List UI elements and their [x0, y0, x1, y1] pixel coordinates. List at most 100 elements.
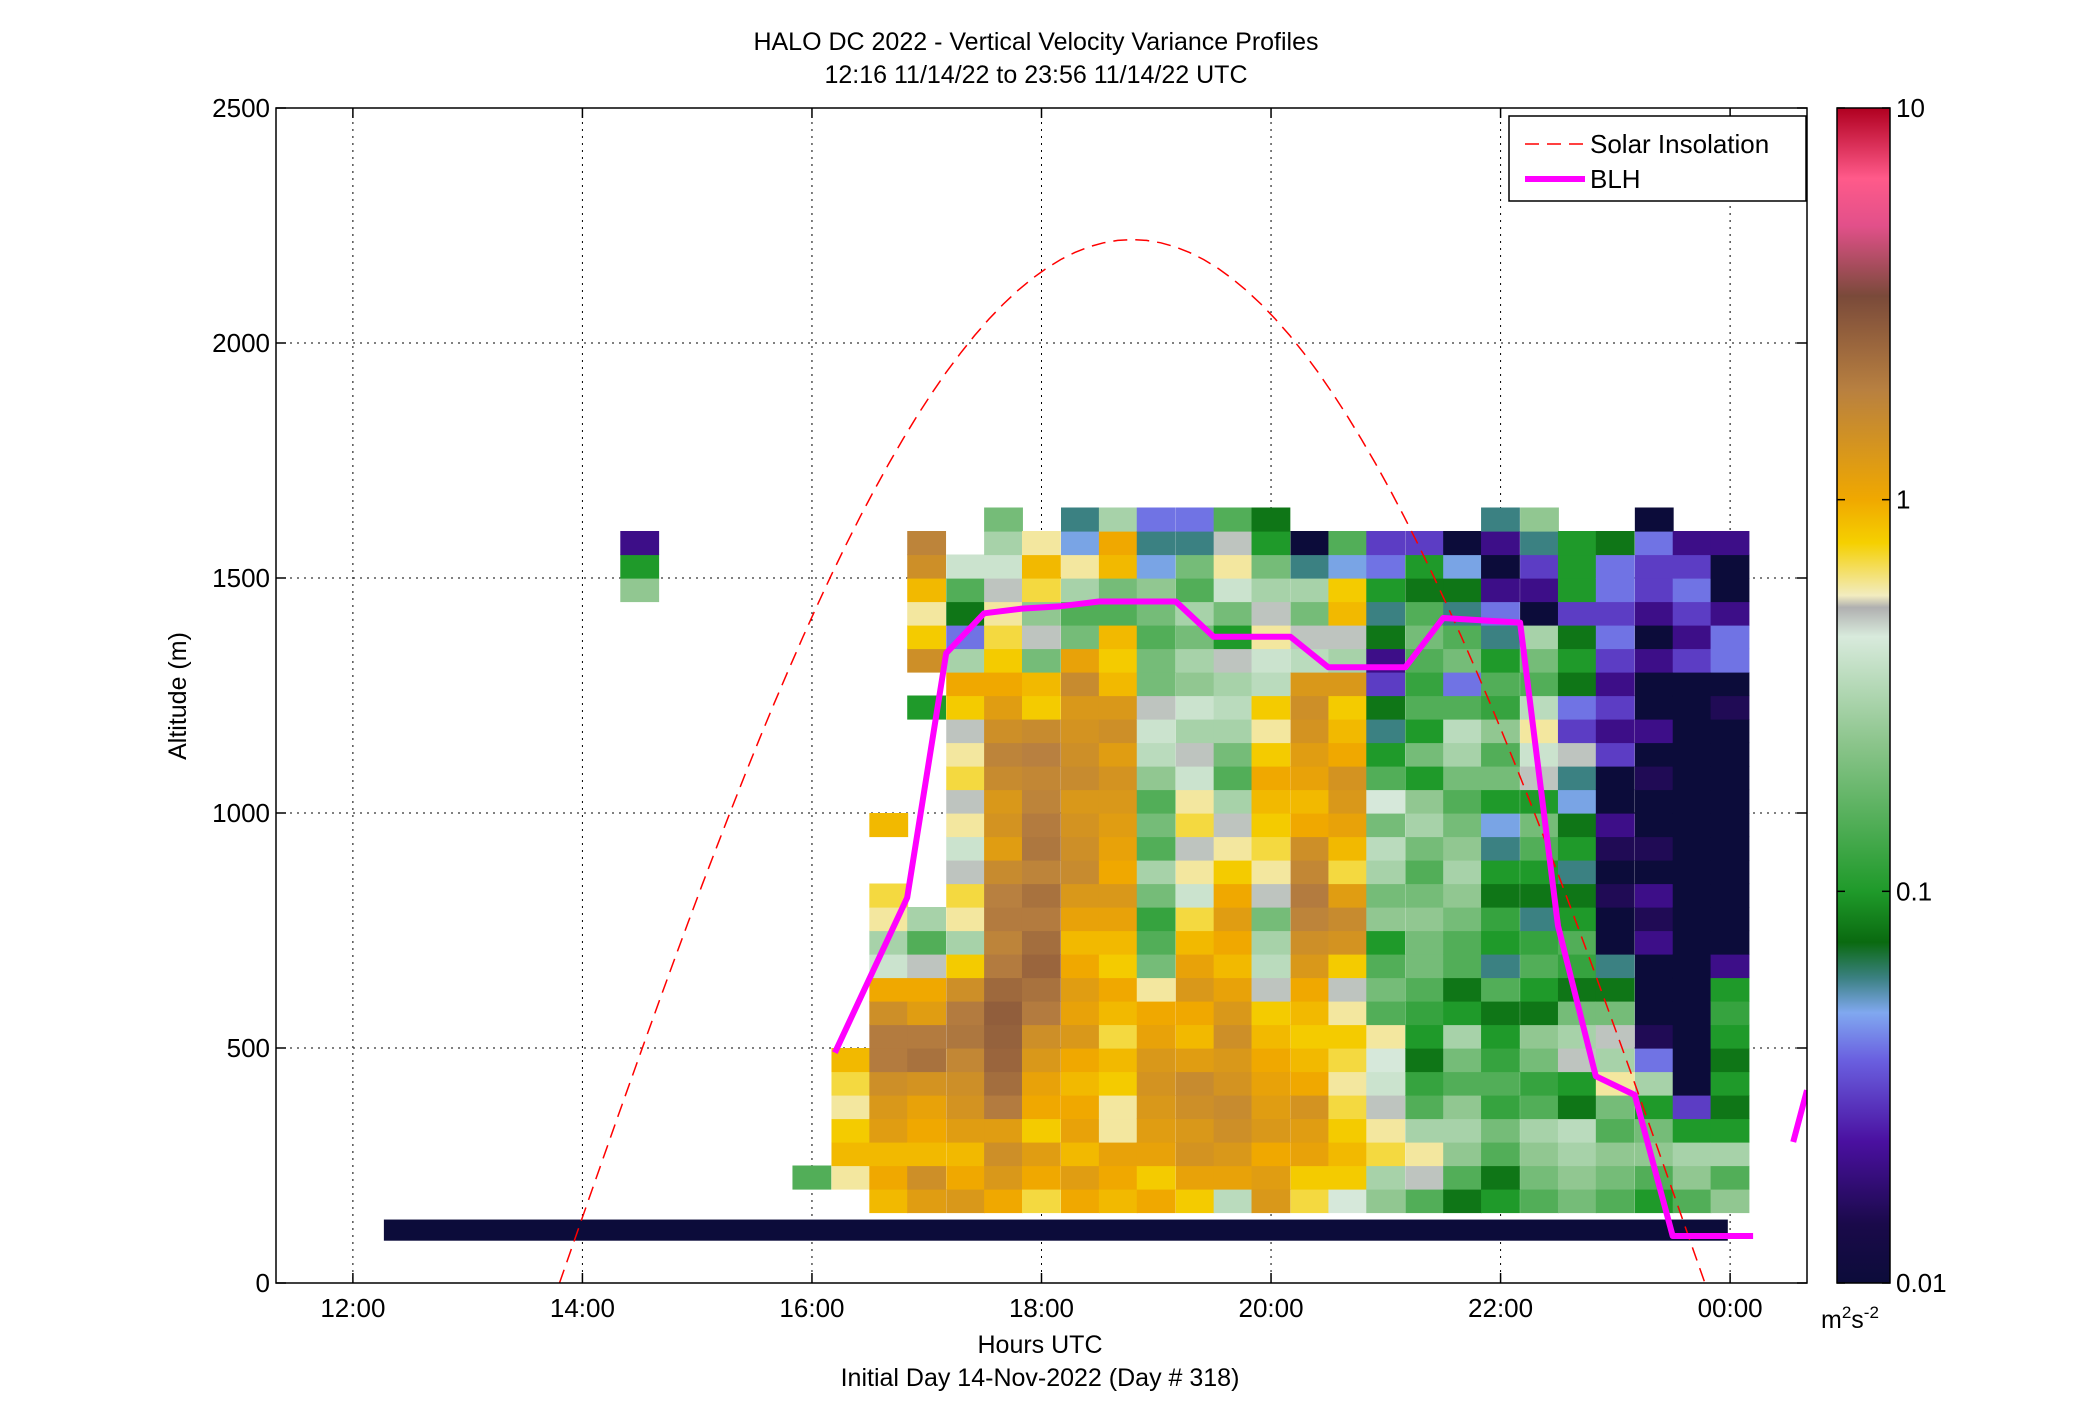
heatmap-cell — [1481, 1189, 1520, 1214]
colorbar-unit: m2s-2 — [1821, 1303, 1879, 1334]
heatmap-cell — [1175, 977, 1215, 1002]
heatmap-cell — [1213, 930, 1253, 955]
heatmap-cell — [1557, 554, 1597, 579]
heatmap-cell — [1634, 1001, 1674, 1026]
heatmap-cell — [1328, 1189, 1368, 1214]
heatmap-cell — [1672, 719, 1712, 744]
heatmap-cell — [1443, 930, 1483, 955]
heatmap-cell — [1213, 695, 1253, 720]
heatmap-cell — [1672, 531, 1712, 556]
heatmap-cell — [1481, 977, 1520, 1002]
heatmap-cell — [946, 1024, 986, 1049]
legend-blh-label: BLH — [1590, 164, 1641, 194]
heatmap-cell — [1175, 1048, 1215, 1073]
heatmap-cell — [1443, 1165, 1483, 1190]
heatmap-cell — [1710, 789, 1750, 814]
heatmap-cell — [946, 1095, 986, 1120]
heatmap-cell — [1672, 742, 1712, 767]
heatmap-cell — [1213, 507, 1253, 532]
heatmap-cell — [1710, 601, 1750, 626]
heatmap-cell — [1021, 766, 1061, 791]
heatmap-cell — [1443, 1048, 1483, 1073]
heatmap-cell — [1061, 1189, 1100, 1214]
heatmap-cell — [1061, 1024, 1100, 1049]
heatmap-cell — [907, 1071, 947, 1096]
heatmap-cell — [1520, 954, 1559, 979]
heatmap-cell — [1021, 1165, 1061, 1190]
heatmap-cell — [1481, 883, 1520, 908]
heatmap-cell — [1634, 601, 1674, 626]
heatmap-cell — [1710, 578, 1750, 603]
heatmap-cell — [1328, 554, 1368, 579]
heatmap-cell — [869, 1024, 909, 1049]
heatmap-cell — [1021, 1118, 1061, 1143]
heatmap-cell — [1595, 860, 1635, 885]
heatmap-cell — [984, 860, 1023, 885]
heatmap-cell — [1366, 789, 1406, 814]
heatmap-cell — [1213, 836, 1253, 861]
heatmap-cell — [831, 1118, 871, 1143]
heatmap-cell — [946, 789, 986, 814]
heatmap-cell — [1061, 507, 1100, 532]
heatmap-cell — [1443, 531, 1483, 556]
heatmap-cell — [1328, 601, 1368, 626]
heatmap-cell — [1481, 507, 1520, 532]
heatmap-cell — [1710, 1165, 1750, 1190]
heatmap-cell — [1710, 930, 1750, 955]
heatmap-cell — [1366, 1142, 1406, 1167]
heatmap-cell — [946, 836, 986, 861]
heatmap-cell — [1021, 1071, 1061, 1096]
heatmap-cell — [1021, 554, 1061, 579]
heatmap-cell — [1595, 625, 1635, 650]
heatmap-cell — [869, 1118, 909, 1143]
heatmap-cell — [1634, 813, 1674, 838]
heatmap-cell — [984, 954, 1023, 979]
heatmap-cell — [1366, 930, 1406, 955]
heatmap-cell — [1136, 1142, 1176, 1167]
heatmap-cell — [1366, 954, 1406, 979]
heatmap-cell — [1175, 1118, 1215, 1143]
heatmap-cell — [1251, 648, 1291, 673]
heatmap-cell — [1405, 719, 1445, 744]
x-tick-label: 16:00 — [779, 1293, 844, 1323]
heatmap-cell — [1136, 672, 1176, 697]
heatmap-cell — [1290, 1189, 1330, 1214]
heatmap-cell — [907, 907, 947, 932]
heatmap-cell — [1672, 672, 1712, 697]
heatmap-cell — [1328, 695, 1368, 720]
heatmap-cell — [1634, 883, 1674, 908]
heatmap-cell — [1021, 742, 1061, 767]
heatmap-cell — [1136, 789, 1176, 814]
heatmap-cell — [984, 1095, 1023, 1120]
heatmap-cell — [1251, 578, 1291, 603]
heatmap-cell — [1634, 507, 1674, 532]
heatmap-cell — [1710, 907, 1750, 932]
colorbar-tick-label: 10 — [1896, 93, 1925, 123]
heatmap-cell — [1136, 766, 1176, 791]
heatmap-cell — [1557, 672, 1597, 697]
heatmap-cell — [946, 907, 986, 932]
heatmap-cell — [1061, 1095, 1100, 1120]
heatmap-cell — [1021, 625, 1061, 650]
heatmap-cell — [1366, 907, 1406, 932]
heatmap-cell — [1595, 1095, 1635, 1120]
heatmap-cell — [1634, 789, 1674, 814]
heatmap-cell — [1175, 531, 1215, 556]
heatmap-cell — [907, 578, 947, 603]
heatmap-cell — [1021, 813, 1061, 838]
heatmap-cell — [1251, 695, 1291, 720]
heatmap-cell — [1136, 1189, 1176, 1214]
heatmap-cell — [1098, 813, 1138, 838]
heatmap-cell — [1366, 531, 1406, 556]
heatmap-cell — [946, 648, 986, 673]
heatmap-cell — [1213, 1118, 1253, 1143]
heatmap-cell — [1061, 1142, 1100, 1167]
heatmap-cell — [1021, 836, 1061, 861]
heatmap-cell — [1634, 531, 1674, 556]
heatmap-cell — [907, 1095, 947, 1120]
heatmap-cell — [1366, 1024, 1406, 1049]
heatmap-cell — [1098, 648, 1138, 673]
heatmap-cell — [1557, 836, 1597, 861]
heatmap-cell — [1443, 1024, 1483, 1049]
heatmap-cell — [1021, 1142, 1061, 1167]
